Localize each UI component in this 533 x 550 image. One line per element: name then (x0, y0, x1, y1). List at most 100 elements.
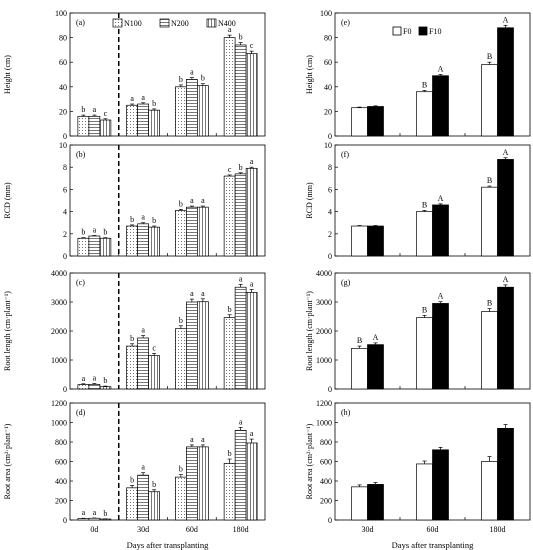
y-tick-label: 200 (55, 497, 67, 506)
x-tick-label: 30d (362, 525, 374, 534)
bar-h-F10-30d (367, 484, 384, 521)
significance-letter: b (228, 305, 232, 314)
significance-letter: b (130, 334, 134, 343)
x-tick-label: 60d (427, 525, 439, 534)
bar-d-N200-30d (137, 474, 149, 521)
panel-label: (h) (341, 408, 351, 417)
legend-swatch-N100 (112, 18, 123, 28)
y-tick-label: 0 (63, 252, 67, 261)
panel-label: (c) (76, 278, 85, 287)
panel-label: (g) (341, 278, 351, 287)
bar-a-N200-180d (234, 44, 247, 137)
bar-d-N100-30d (126, 487, 138, 521)
y-tick-label: 2 (328, 230, 332, 239)
bar-c-N200-30d (137, 337, 149, 390)
y-tick-label: 1000 (316, 356, 332, 365)
y-axis-label: Root area (cm²·plant⁻¹) (3, 423, 12, 499)
bar-a-N200-0d (88, 115, 101, 137)
significance-letter: a (201, 289, 205, 298)
bar-g-F0-60d (416, 317, 433, 390)
y-tick-label: 10 (59, 141, 67, 150)
bar-d-N400-180d (245, 442, 258, 521)
y-tick-label: 100 (320, 9, 332, 18)
x-tick-label: 180d (233, 525, 249, 534)
significance-letter: b (179, 316, 183, 325)
significance-letter: a (239, 274, 243, 283)
bar-c-N200-60d (186, 301, 198, 390)
bar-b-N400-0d (99, 237, 112, 257)
y-tick-label: 100 (55, 9, 67, 18)
y-tick-label: 4 (63, 208, 67, 217)
y-axis-label: Root length (cm·plant⁻¹) (305, 291, 314, 371)
bar-c-N100-180d (223, 317, 236, 390)
bar-d-N200-180d (234, 429, 247, 521)
y-tick-label: 0 (63, 516, 67, 525)
y-tick-label: 400 (320, 477, 332, 486)
y-tick-label: 8 (63, 163, 67, 172)
significance-letter: b (179, 199, 183, 208)
significance-letter: b (239, 33, 243, 42)
bar-a-N100-180d (223, 37, 236, 137)
bar-h-F10-180d (497, 428, 514, 521)
bar-c-N100-30d (126, 345, 138, 390)
significance-letter: a (141, 93, 145, 102)
x-axis-title: Days after transplanting (127, 540, 209, 550)
bar-b-N100-60d (175, 210, 187, 257)
y-tick-label: 800 (320, 438, 332, 447)
y-tick-label: 2 (63, 230, 67, 239)
y-tick-label: 1000 (51, 419, 67, 428)
significance-letter: c (250, 41, 254, 50)
significance-letter: b (152, 216, 156, 225)
significance-letter: b (103, 228, 107, 237)
significance-letter: b (130, 475, 134, 484)
significance-letter: a (228, 25, 232, 34)
significance-letter: B (422, 200, 427, 209)
panel-e: 0 20 40 60 80 100 Height (cm) (e) B A B A F0 F10 (305, 9, 531, 141)
y-tick-label: 0 (328, 132, 332, 141)
bar-h-F10-60d (432, 449, 449, 521)
bar-d-N100-180d (223, 463, 236, 521)
y-tick-label: 6 (63, 185, 67, 194)
significance-letter: b (152, 99, 156, 108)
significance-letter: b (179, 465, 183, 474)
significance-letter: A (438, 65, 444, 74)
y-tick-label: 3000 (51, 298, 67, 307)
bar-a-N400-180d (245, 53, 258, 137)
y-tick-label: 4 (328, 208, 332, 217)
bar-g-F0-180d (481, 311, 498, 390)
bar-c-N100-0d (77, 384, 90, 390)
x-tick-label: 180d (490, 525, 506, 534)
significance-letter: c (228, 165, 232, 174)
bar-a-N400-30d (148, 109, 160, 137)
bar-d-N200-60d (186, 446, 198, 521)
legend-label: N100 (124, 19, 142, 28)
bar-b-N200-60d (186, 206, 198, 257)
panel-label: (f) (341, 150, 349, 159)
significance-letter: B (422, 305, 427, 314)
significance-letter: b (81, 228, 85, 237)
significance-letter: A (438, 194, 444, 203)
significance-letter: A (373, 333, 379, 342)
panel-label: (d) (76, 408, 86, 417)
significance-letter: a (239, 417, 243, 426)
y-tick-label: 200 (320, 497, 332, 506)
bar-a-N100-0d (77, 115, 90, 137)
significance-letter: a (201, 435, 205, 444)
y-tick-label: 800 (55, 438, 67, 447)
significance-letter: a (93, 225, 97, 234)
y-axis-label: RCD (mm) (305, 182, 314, 219)
bar-c-N100-60d (175, 328, 187, 390)
bar-d-N100-60d (175, 476, 187, 521)
y-tick-label: 40 (59, 83, 67, 92)
bar-b-N400-30d (148, 226, 160, 257)
significance-letter: A (438, 292, 444, 301)
significance-letter: a (93, 508, 97, 517)
bar-b-N400-180d (245, 167, 258, 257)
significance-letter: B (357, 336, 362, 345)
y-tick-label: 0 (328, 385, 332, 394)
legend-label: F0 (403, 27, 411, 36)
y-tick-label: 10 (324, 141, 332, 150)
y-tick-label: 60 (324, 58, 332, 67)
y-tick-label: 400 (55, 477, 67, 486)
significance-letter: a (190, 68, 194, 77)
